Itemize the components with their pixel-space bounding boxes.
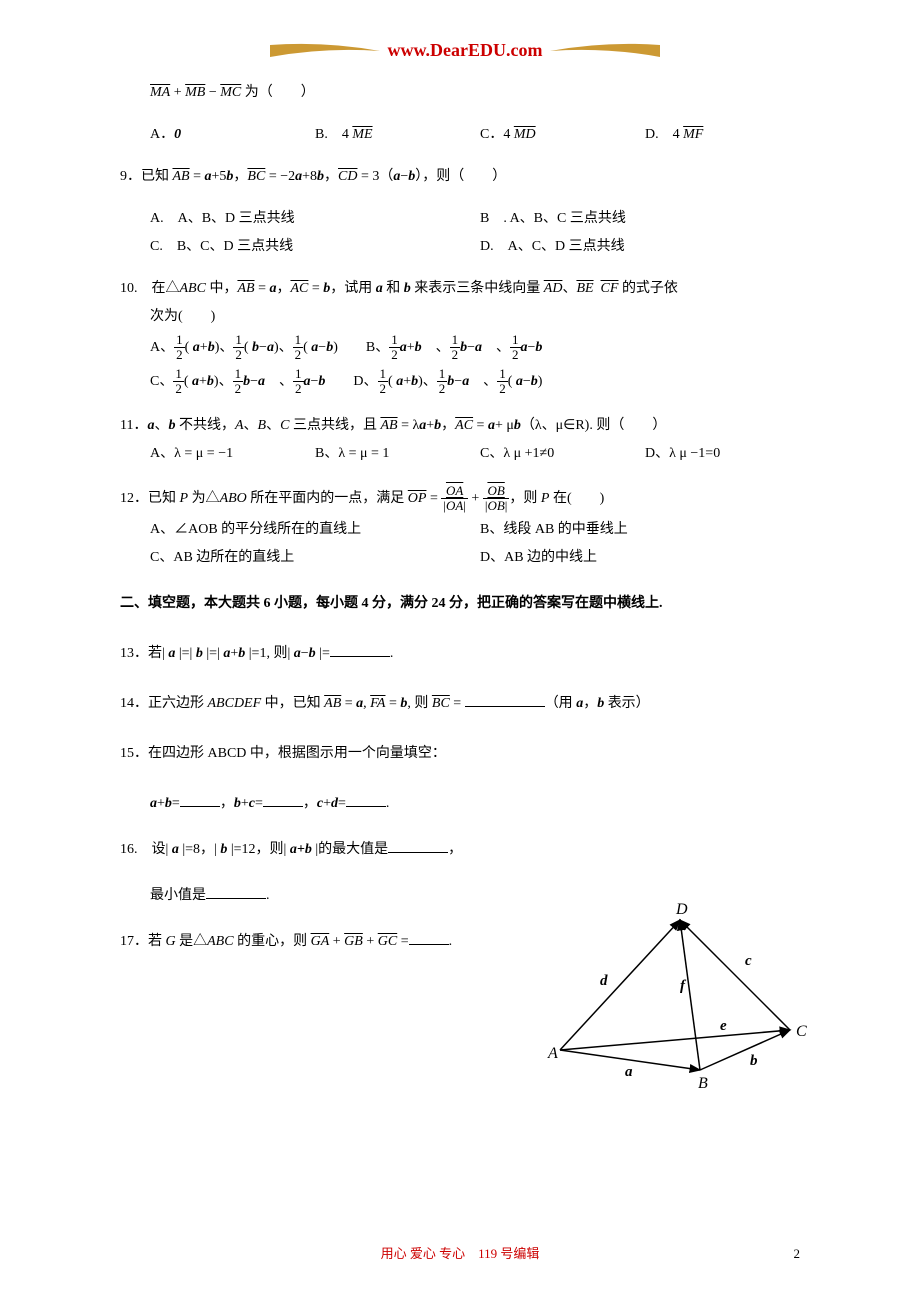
q10-opts-row2: C、12( a+b)、12b−a 、12a−b D、12( a+b)、12b−a… [120, 365, 810, 399]
q16-blank1 [388, 839, 448, 853]
section2-title: 二、填空题，本大题共 6 小题，每小题 4 分，满分 24 分，把正确的答案写在… [120, 590, 810, 618]
page-header: www.DearEDU.com [120, 40, 810, 61]
q17-blank [409, 931, 449, 945]
q15-blank1 [180, 793, 220, 807]
diagram-label-f: f [680, 978, 687, 994]
q12-optD: D、AB 边的中线上 [480, 544, 810, 572]
q15-blank3 [346, 793, 386, 807]
q16-line1: 16. 设| a |=8，| b |=12，则| a+b |的最大值是， [120, 836, 810, 864]
q11-stem: 11．a、b 不共线，A、B、C 三点共线，且 AB = λa+b，AC = a… [120, 412, 810, 440]
diagram-label-C: C [796, 1023, 807, 1040]
q10-opts-row1: A、12( a+b)、12( b−a)、12( a−b) B、12a+b 、12… [120, 331, 810, 365]
footer-text: 用心 爱心 专心 119 号编辑 [381, 1246, 540, 1261]
q8-options: A．0 B. 4 ME C．4 MD D. 4 MF [120, 121, 810, 149]
q14-blank [465, 693, 545, 707]
diagram-label-e: e [720, 1018, 727, 1034]
q11-opts: A、λ = μ = −1 B、λ = μ = 1 C、λ μ +1≠0 D、λ … [120, 440, 810, 468]
diagram-label-b: b [750, 1053, 758, 1069]
q12-optC: C、AB 边所在的直线上 [150, 544, 480, 572]
q15-blanks: a+b=，b+c=，c+d=. [120, 790, 810, 818]
q9-optD: D. A、C、D 三点共线 [480, 233, 810, 261]
q9-stem: 9．已知 AB = a+5b，BC = −2a+8b，CD = 3（a−b），则… [120, 163, 810, 191]
q14: 14．正六边形 ABCDEF 中，已知 AB = a, FA = b, 则 BC… [120, 690, 810, 718]
q12-optB: B、线段 AB 的中垂线上 [480, 516, 810, 544]
diagram-label-A: A [547, 1045, 558, 1062]
diagram-label-d: d [600, 973, 608, 989]
q11-optC: C、λ μ +1≠0 [480, 440, 645, 468]
q11-optB: B、λ = μ = 1 [315, 440, 480, 468]
q12-optA: A、∠AOB 的平分线所在的直线上 [150, 516, 480, 544]
q13-blank [330, 643, 390, 657]
q15-stem: 15．在四边形 ABCD 中，根据图示用一个向量填空： [120, 740, 810, 768]
q10-stem-l1: 10. 在△ABC 中，AB = a，AC = b，试用 a 和 b 来表示三条… [120, 275, 810, 303]
diagram-label-D: D [675, 901, 688, 918]
q8-expression: MA + MB − MC 为（ ） [120, 79, 810, 107]
q16-blank2 [206, 885, 266, 899]
diagram-label-c: c [745, 953, 752, 969]
q12-stem: 12．已知 P 为△ABO 所在平面内的一点，满足 OP = OA|OA| + … [120, 482, 810, 516]
q9-opts-row2: C. B、C、D 三点共线 D. A、C、D 三点共线 [120, 233, 810, 261]
quadrilateral-diagram: A B C D a b c d e f [540, 900, 810, 1100]
diagram-label-B: B [698, 1075, 708, 1092]
page-footer: 用心 爱心 专心 119 号编辑 [0, 1243, 920, 1262]
q10-stem-l2: 次为( ) [120, 303, 810, 331]
q9-opts-row1: A. A、B、D 三点共线 B . A、B、C 三点共线 [120, 205, 810, 233]
content-area: MA + MB − MC 为（ ） A．0 B. 4 ME C．4 MD D. … [120, 79, 810, 956]
q11-optD: D、λ μ −1=0 [645, 440, 810, 468]
page-number: 2 [794, 1246, 801, 1262]
swoosh-left-icon [270, 43, 380, 59]
q9-optB: B . A、B、C 三点共线 [480, 205, 810, 233]
q15-blank2 [263, 793, 303, 807]
q9-optC: C. B、C、D 三点共线 [150, 233, 480, 261]
swoosh-right-icon [550, 43, 660, 59]
diagram-label-a: a [625, 1064, 633, 1080]
q13: 13．若| a |=| b |=| a+b |=1, 则| a−b |=. [120, 640, 810, 668]
q11-optA: A、λ = μ = −1 [150, 440, 315, 468]
q12-opts-row2: C、AB 边所在的直线上 D、AB 边的中线上 [120, 544, 810, 572]
q12-opts-row1: A、∠AOB 的平分线所在的直线上 B、线段 AB 的中垂线上 [120, 516, 810, 544]
q9-optA: A. A、B、D 三点共线 [150, 205, 480, 233]
site-url: www.DearEDU.com [388, 40, 543, 61]
